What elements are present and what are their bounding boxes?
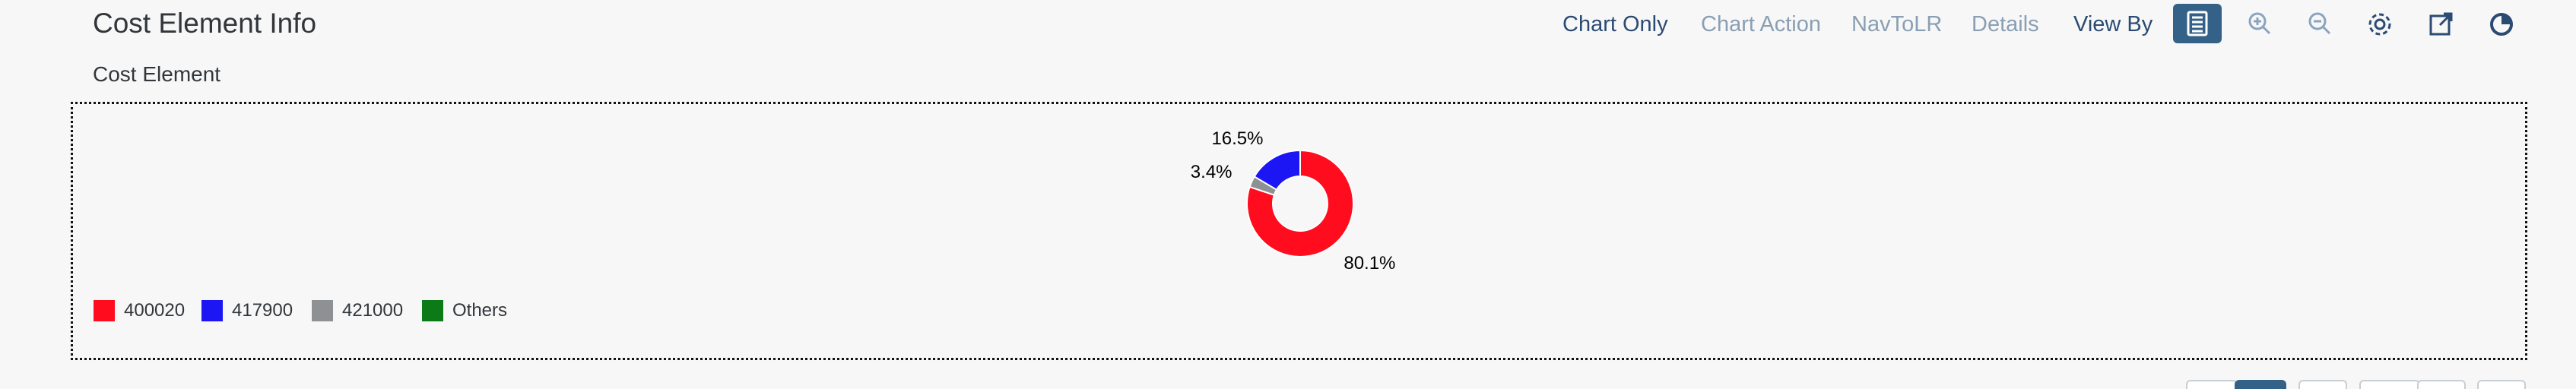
chart-container	[71, 102, 2527, 360]
data-label-421000: 3.4%	[1190, 162, 1232, 183]
zoom-out-icon[interactable]	[2305, 9, 2335, 40]
zoom-in-icon[interactable]	[2244, 9, 2275, 40]
chart-subtitle: Cost Element	[93, 62, 221, 86]
chart-toolbar: Chart Only Chart Action NavToLR Details …	[0, 0, 2576, 49]
legend-label: 400020	[124, 300, 186, 321]
fullscreen-icon[interactable]	[2425, 9, 2456, 40]
chart-type-icon[interactable]	[2486, 9, 2517, 40]
table-view-button[interactable]	[2173, 4, 2222, 43]
legend-label: 417900	[232, 300, 293, 321]
page-title: Cost Element Info	[93, 8, 317, 39]
legend-swatch	[422, 300, 443, 321]
legend-swatch	[201, 300, 223, 321]
chart-action-button[interactable]: Chart Action	[1701, 12, 1821, 36]
details-button[interactable]: Details	[1972, 12, 2039, 36]
pager-button[interactable]	[2186, 380, 2238, 389]
data-label-400020: 80.1%	[1344, 253, 1396, 274]
legend-label: 421000	[342, 300, 404, 321]
view-by-button[interactable]: View By	[2073, 12, 2153, 36]
nav-to-lr-button[interactable]: NavToLR	[1851, 12, 1943, 36]
data-label-417900: 16.5%	[1211, 128, 1264, 149]
pager-button[interactable]	[2477, 380, 2526, 389]
pager-button-active[interactable]	[2235, 380, 2286, 389]
settings-icon[interactable]	[2365, 9, 2395, 40]
pager-button[interactable]	[2298, 380, 2347, 389]
legend-swatch	[312, 300, 333, 321]
donut-slice-400020[interactable]	[1246, 149, 1354, 258]
legend-swatch	[94, 300, 115, 321]
chart-only-button[interactable]: Chart Only	[1562, 12, 1668, 36]
donut-chart	[1246, 149, 1354, 258]
legend-label: Others	[452, 300, 508, 321]
pager-button[interactable]	[2359, 380, 2420, 389]
donut-slice-417900[interactable]	[1253, 149, 1301, 191]
table-view-icon	[2187, 11, 2208, 36]
pager-button[interactable]	[2417, 380, 2466, 389]
